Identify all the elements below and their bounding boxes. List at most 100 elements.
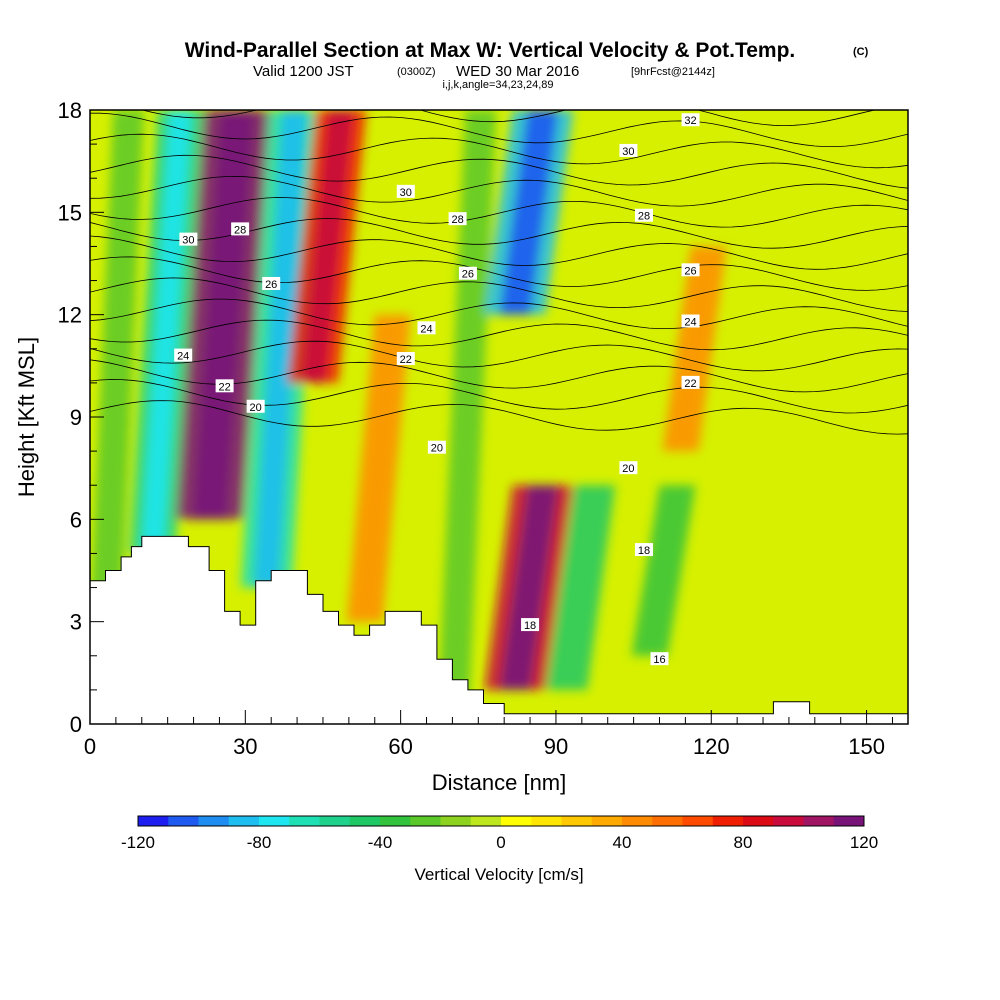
- colorbar-swatch: [470, 816, 502, 826]
- theta-contour-labels: 32 30 30 30 28 28 28 26 26 26 24 24 24 22 22 22 20 20 20 18…: [174, 113, 700, 666]
- colorbar-frame: [137, 815, 865, 827]
- contour-label: 18: [634, 543, 653, 557]
- contour-label-box: [521, 618, 540, 632]
- contour-label-box: [681, 113, 700, 127]
- contour-label-text: 30: [182, 235, 194, 247]
- contour-label-box: [231, 222, 250, 236]
- y-tick-label: 6: [70, 507, 82, 532]
- contour-label: 20: [246, 399, 265, 414]
- theta-contour-line: [90, 175, 908, 207]
- contour-label-text: 18: [638, 545, 650, 557]
- contour-label-box: [396, 352, 415, 366]
- contour-label-box: [427, 440, 446, 454]
- velocity-feature-5: [346, 314, 411, 622]
- colorbar-swatch: [531, 816, 562, 826]
- colorbar-swatch: [622, 816, 653, 826]
- terrain-mask: [90, 535, 908, 724]
- velocity-feature-6: [437, 110, 497, 724]
- contour-label: 30: [619, 143, 638, 158]
- contour-label-box: [246, 399, 265, 413]
- contour-label-box: [215, 379, 234, 393]
- theta-contour-line: [90, 133, 908, 169]
- contour-label-text: 30: [400, 187, 412, 199]
- subtitle-forecast: [9hrFcst@2144z]: [631, 66, 715, 78]
- x-tick-label: 120: [693, 734, 730, 759]
- x-tick-label: 60: [388, 734, 412, 759]
- velocity-feature-0: [90, 110, 145, 724]
- theta-contour-line: [90, 218, 908, 249]
- velocity-core-3: [253, 110, 308, 588]
- colorbar-swatch: [803, 816, 835, 826]
- colorbar-tick-label: 120: [850, 833, 878, 852]
- contour-label: 32: [681, 113, 700, 127]
- theta-contour-line: [90, 340, 908, 372]
- colorbar-swatch: [561, 816, 593, 826]
- subtitle-date: WED 30 Mar 2016: [456, 63, 579, 80]
- colorbar-swatch: [198, 816, 230, 826]
- contour-label: 24: [174, 348, 193, 363]
- colorbar-swatch: [228, 816, 260, 826]
- contour-label-text: 16: [653, 654, 665, 666]
- chart-title: Wind-Parallel Section at Max W: Vertical…: [185, 39, 796, 62]
- velocity-core-8: [499, 485, 559, 690]
- contour-label-text: 28: [451, 214, 463, 226]
- contour-label-box: [179, 232, 198, 246]
- colorbar-tick-label: -40: [368, 833, 393, 852]
- chart-title-suffix: (C): [853, 46, 869, 58]
- contour-label-box: [634, 208, 653, 222]
- theta-contour-line: [90, 379, 908, 414]
- colorbar: -120 -80 -40 0 40 80 120: [121, 815, 878, 852]
- colorbar-tick-label: 80: [734, 833, 753, 852]
- contour-label-box: [634, 543, 653, 557]
- contour-label: 28: [634, 208, 653, 223]
- subtitle-valid: Valid 1200 JST: [253, 63, 354, 80]
- contour-label: 28: [231, 222, 250, 236]
- colorbar-swatch: [501, 816, 532, 826]
- contour-label-box: [681, 314, 700, 328]
- contour-label-box: [458, 266, 477, 280]
- colorbar-swatch: [773, 816, 804, 826]
- contour-label: 30: [179, 232, 198, 247]
- contour-label: 30: [396, 184, 415, 199]
- contour-label: 26: [458, 266, 477, 281]
- colorbar-swatch: [440, 816, 472, 826]
- contour-label: 26: [262, 276, 281, 291]
- colorbar-title: Vertical Velocity [cm/s]: [414, 865, 583, 884]
- contour-label-text: 24: [177, 351, 189, 363]
- contour-label-text: 26: [684, 265, 696, 277]
- contour-label-box: [650, 652, 669, 666]
- contour-label-box: [262, 276, 281, 290]
- contour-label-text: 26: [265, 279, 277, 291]
- velocity-core-7: [499, 110, 559, 315]
- x-tick-label: 90: [544, 734, 568, 759]
- theta-contour-line: [90, 197, 908, 228]
- contour-label-text: 18: [524, 620, 536, 632]
- colorbar-swatch: [743, 816, 774, 826]
- contour-label: 16: [650, 652, 669, 666]
- contour-label-text: 22: [400, 354, 412, 366]
- colorbar-swatch: [410, 816, 441, 826]
- theta-contour-line: [90, 298, 908, 329]
- contour-label-box: [417, 321, 436, 335]
- theta-contour-line: [90, 256, 908, 291]
- colorbar-swatch: [138, 816, 169, 826]
- colorbar-swatch: [259, 816, 290, 826]
- contour-label-text: 20: [622, 463, 634, 475]
- contour-label: 18: [521, 618, 540, 632]
- colorbar-swatch: [289, 816, 320, 826]
- theta-contour-line: [90, 235, 908, 270]
- contour-label-box: [174, 348, 193, 362]
- contour-label-box: [681, 375, 700, 389]
- velocity-feature-10: [631, 485, 696, 656]
- plot-area: 32 30 30 30 28 28 28 26 26 26 24 24 24 22 22 22 20 20 20 18…: [90, 110, 908, 724]
- contour-label-text: 32: [684, 115, 696, 127]
- contour-label-box: [681, 263, 700, 277]
- theta-contour-line: [90, 277, 908, 312]
- contour-label-text: 20: [250, 402, 262, 414]
- x-tick-label: 30: [233, 734, 257, 759]
- y-axis-title: Height [Kft MSL]: [14, 337, 39, 497]
- velocity-core-1: [140, 110, 192, 554]
- colorbar-swatch: [349, 816, 381, 826]
- colorbar-tick-label: -120: [121, 833, 155, 852]
- contour-label: 22: [681, 375, 700, 390]
